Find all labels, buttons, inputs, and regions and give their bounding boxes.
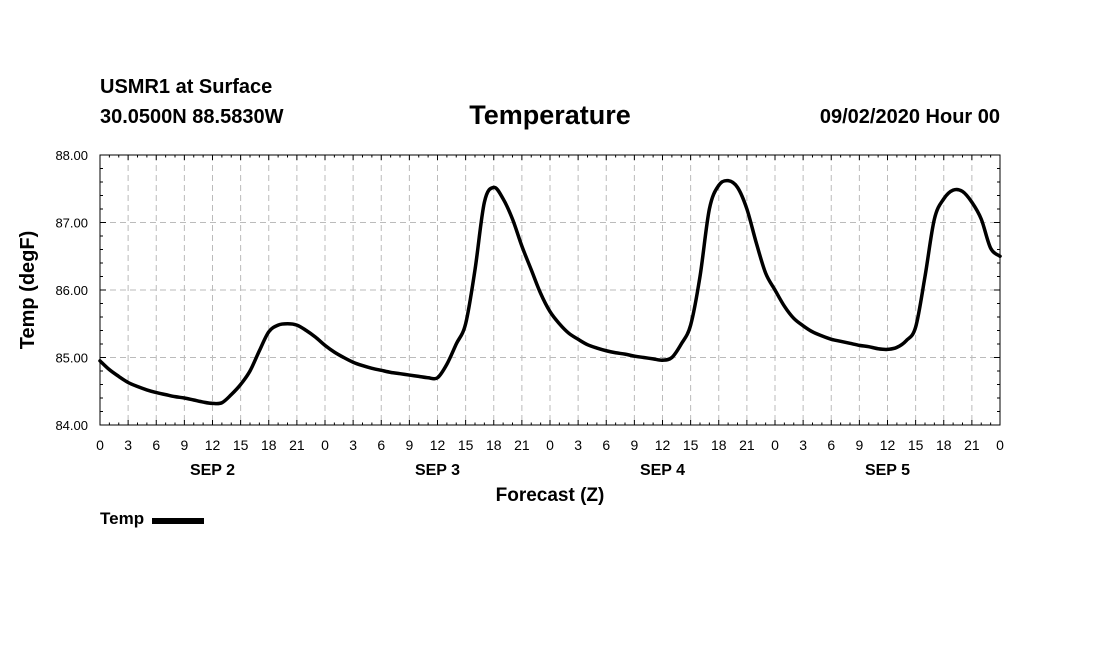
x-tick-label: 6: [602, 437, 610, 453]
x-tick-label: 0: [546, 437, 554, 453]
x-tick-label: 12: [205, 437, 221, 453]
x-tick-label: 3: [799, 437, 807, 453]
x-tick-label: 12: [655, 437, 671, 453]
x-tick-label: 9: [180, 437, 188, 453]
x-tick-label: 0: [771, 437, 779, 453]
x-tick-label: 18: [486, 437, 502, 453]
x-tick-label: 0: [96, 437, 104, 453]
location-label: 30.0500N 88.5830W: [100, 106, 284, 128]
y-tick-label: 84.00: [55, 418, 88, 433]
x-tick-label: 21: [964, 437, 980, 453]
x-tick-label: 0: [996, 437, 1004, 453]
y-tick-label: 88.00: [55, 148, 88, 163]
y-tick-label: 87.00: [55, 216, 88, 231]
x-tick-label: 21: [289, 437, 305, 453]
x-tick-label: 18: [936, 437, 952, 453]
x-tick-label: 9: [405, 437, 413, 453]
x-tick-label: 18: [711, 437, 727, 453]
temp-series-line: [98, 178, 1002, 406]
chart-title: Temperature: [469, 100, 631, 130]
grid-layer: [100, 155, 1000, 425]
tick-layer: [99, 154, 1001, 426]
legend-label: Temp: [100, 509, 145, 528]
x-tick-label: 3: [124, 437, 132, 453]
day-label: SEP 4: [640, 462, 685, 479]
legend-line-swatch: [152, 517, 205, 524]
x-tick-label: 21: [739, 437, 755, 453]
valid-time-label: 09/02/2020 Hour 00: [819, 106, 1000, 128]
x-tick-label: 15: [683, 437, 699, 453]
x-tick-label: 12: [430, 437, 446, 453]
x-axis-label: Forecast (Z): [496, 485, 605, 506]
label-layer: 0 3 6 9 12 15 18 21 0 3 6 9 12 15 18 21 0 3 6 9 12 15 18 21 0 3 6 9…: [55, 148, 1004, 479]
x-tick-label: 0: [321, 437, 329, 453]
y-axis-label: Temp (degF): [17, 231, 39, 350]
legend: Temp: [100, 509, 205, 529]
day-label: SEP 2: [190, 462, 235, 479]
x-tick-label: 15: [233, 437, 249, 453]
x-tick-label: 6: [827, 437, 835, 453]
x-tick-label: 15: [908, 437, 924, 453]
x-tick-label: 9: [630, 437, 638, 453]
x-tick-label: 6: [152, 437, 160, 453]
x-tick-label: 3: [574, 437, 582, 453]
y-tick-label: 85.00: [55, 351, 88, 366]
station-label: USMR1 at Surface: [100, 76, 273, 98]
x-tick-label: 15: [458, 437, 474, 453]
x-tick-label: 12: [880, 437, 896, 453]
x-tick-label: 18: [261, 437, 277, 453]
day-label: SEP 5: [865, 462, 910, 479]
x-tick-label: 21: [514, 437, 530, 453]
y-tick-label: 86.00: [55, 283, 88, 298]
x-tick-label: 3: [349, 437, 357, 453]
x-tick-label: 9: [855, 437, 863, 453]
x-tick-label: 6: [377, 437, 385, 453]
day-label: SEP 3: [415, 462, 460, 479]
